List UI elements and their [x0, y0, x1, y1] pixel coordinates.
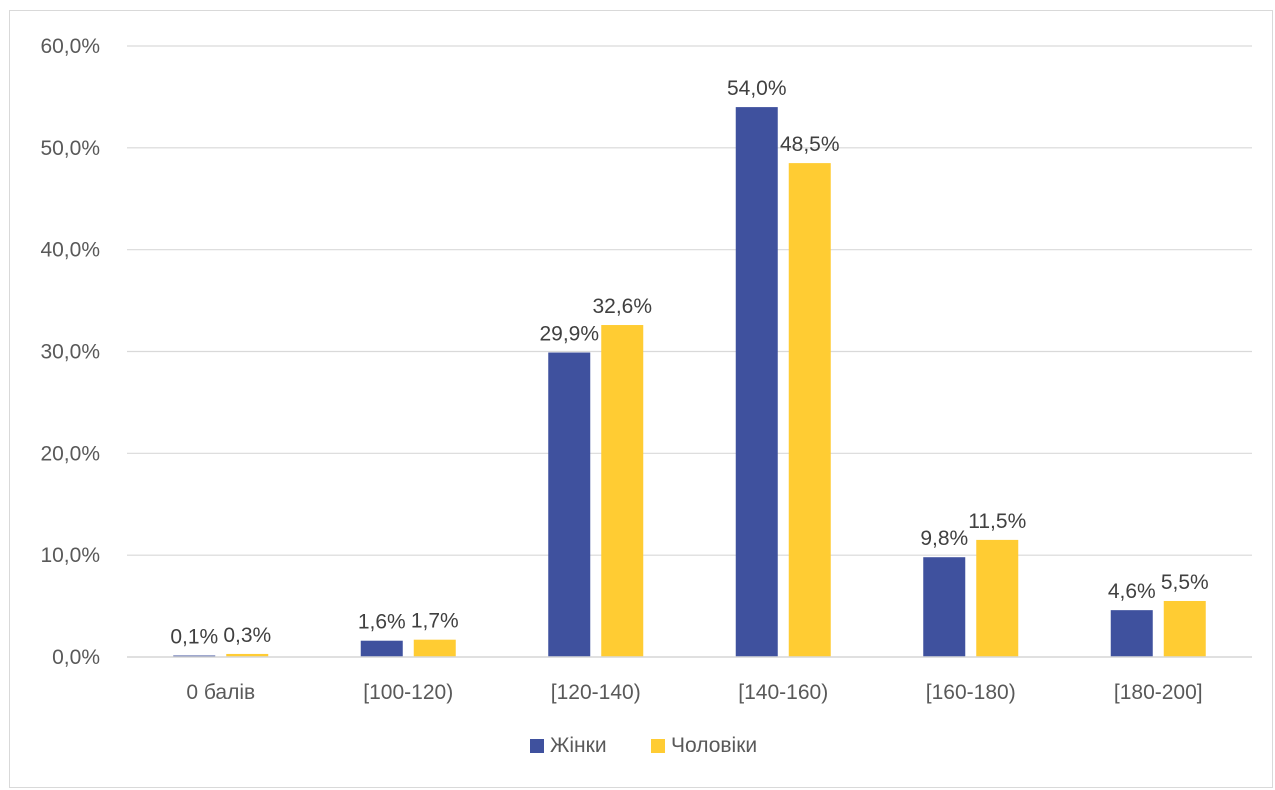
- y-tick-label: 10,0%: [40, 544, 100, 567]
- legend-label: Жінки: [550, 734, 607, 757]
- bar-zhinky: [360, 640, 403, 657]
- legend-swatch: [530, 739, 544, 753]
- data-label: 5,5%: [1161, 571, 1209, 594]
- bar-cholovіky: [413, 639, 456, 657]
- y-tick-label: 30,0%: [40, 341, 100, 364]
- x-axis: 0 балів [100-120) [120-140) [140-160) [160-1…: [127, 656, 1252, 704]
- data-labels: 0,1% 0,3% 1,6% 1,7% 29,9% 32,6% 54,0% 48,5% 9,8%…: [170, 77, 1208, 648]
- bar-cholovіky: [1163, 600, 1206, 657]
- gridlines: [127, 45, 1252, 658]
- y-tick-label: 20,0%: [40, 442, 100, 465]
- legend-item-cholovіky[interactable]: Чоловіки: [651, 734, 757, 757]
- bar-zhinky: [923, 557, 966, 657]
- x-tick-label: 0 балів: [186, 681, 255, 704]
- bars: [173, 107, 1206, 658]
- x-tick-label: [160-180): [926, 681, 1016, 704]
- legend[interactable]: Жінки Чоловіки: [530, 734, 757, 757]
- legend-swatch: [651, 739, 665, 753]
- bar-cholovіky: [226, 653, 269, 657]
- legend-label: Чоловіки: [671, 734, 757, 757]
- data-label: 48,5%: [780, 133, 840, 156]
- x-tick-label: [140-160): [738, 681, 828, 704]
- data-label: 1,6%: [358, 611, 406, 634]
- data-label: 32,6%: [592, 295, 652, 318]
- y-tick-label: 60,0%: [40, 35, 100, 58]
- bar-zhinky: [1110, 610, 1153, 657]
- bar-cholovіky: [601, 325, 644, 657]
- y-tick-label: 0,0%: [52, 646, 100, 669]
- data-label: 54,0%: [727, 77, 787, 100]
- y-axis: 0,0% 10,0% 20,0% 30,0% 40,0% 50,0% 60,0%: [40, 35, 100, 669]
- data-label: 4,6%: [1108, 580, 1156, 603]
- x-tick-label: [180-200]: [1114, 681, 1203, 704]
- data-label: 9,8%: [920, 527, 968, 550]
- x-tick-label: [100-120): [363, 681, 453, 704]
- data-label: 1,7%: [411, 610, 459, 633]
- data-label: 29,9%: [539, 323, 599, 346]
- data-label: 11,5%: [968, 510, 1026, 533]
- bar-cholovіky: [788, 163, 831, 657]
- bar-cholovіky: [976, 539, 1019, 657]
- x-tick-label: [120-140): [551, 681, 641, 704]
- data-label: 0,1%: [170, 626, 218, 649]
- bar-zhinky: [548, 352, 591, 657]
- y-tick-label: 40,0%: [40, 239, 100, 262]
- legend-item-zhinky[interactable]: Жінки: [530, 734, 607, 757]
- data-label: 0,3%: [223, 624, 271, 647]
- y-tick-label: 50,0%: [40, 137, 100, 160]
- bar-zhinky: [735, 107, 778, 658]
